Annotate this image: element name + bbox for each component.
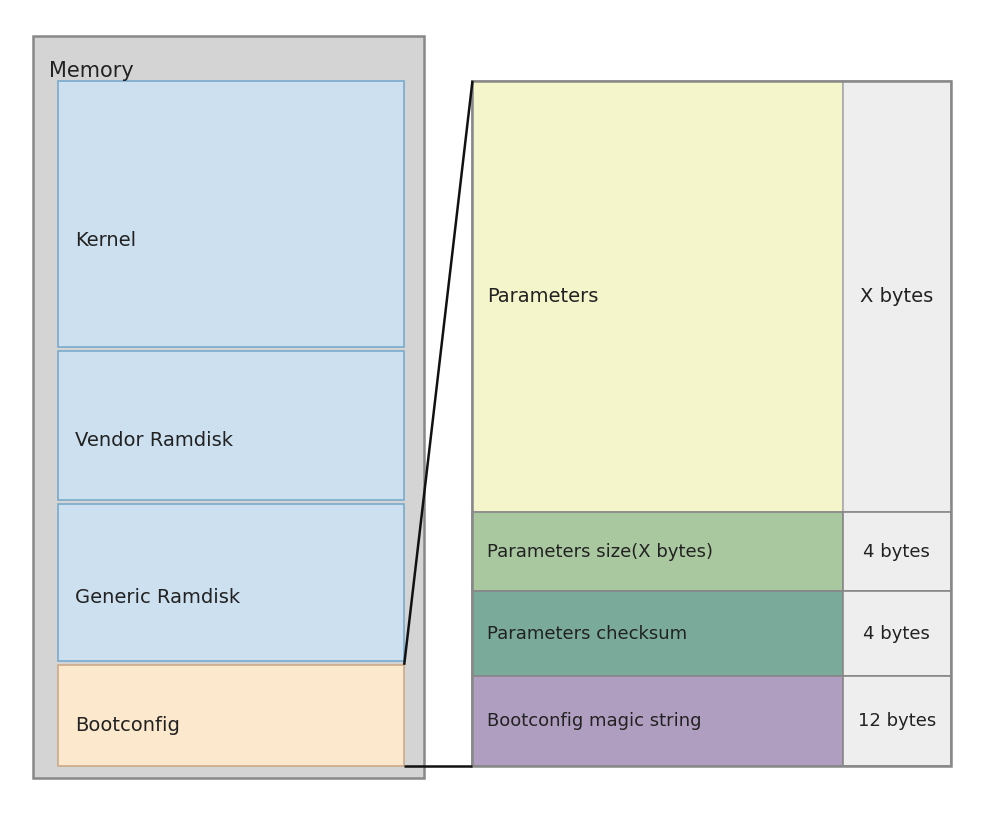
Text: Kernel: Kernel: [76, 230, 137, 250]
Bar: [843, 591, 951, 676]
Bar: [58, 351, 404, 500]
Bar: [472, 591, 843, 676]
Bar: [472, 81, 843, 512]
Bar: [843, 512, 951, 591]
Text: Bootconfig: Bootconfig: [76, 716, 180, 735]
Text: Parameters checksum: Parameters checksum: [487, 624, 687, 643]
Bar: [843, 676, 951, 765]
Text: 12 bytes: 12 bytes: [858, 712, 936, 730]
Bar: [58, 504, 404, 661]
Bar: [843, 81, 951, 512]
Text: Bootconfig magic string: Bootconfig magic string: [487, 712, 702, 730]
Text: Parameters: Parameters: [487, 287, 598, 306]
Text: Generic Ramdisk: Generic Ramdisk: [76, 589, 240, 607]
Text: Vendor Ramdisk: Vendor Ramdisk: [76, 431, 233, 449]
Bar: [58, 665, 404, 765]
Bar: [472, 676, 843, 765]
Bar: [58, 81, 404, 347]
Text: X bytes: X bytes: [860, 287, 934, 306]
Bar: [33, 37, 424, 777]
Text: Parameters size(X bytes): Parameters size(X bytes): [487, 542, 713, 561]
Text: 4 bytes: 4 bytes: [863, 624, 930, 643]
Text: 4 bytes: 4 bytes: [863, 542, 930, 561]
Text: Memory: Memory: [49, 60, 134, 81]
Bar: [472, 512, 843, 591]
Bar: [472, 81, 951, 765]
